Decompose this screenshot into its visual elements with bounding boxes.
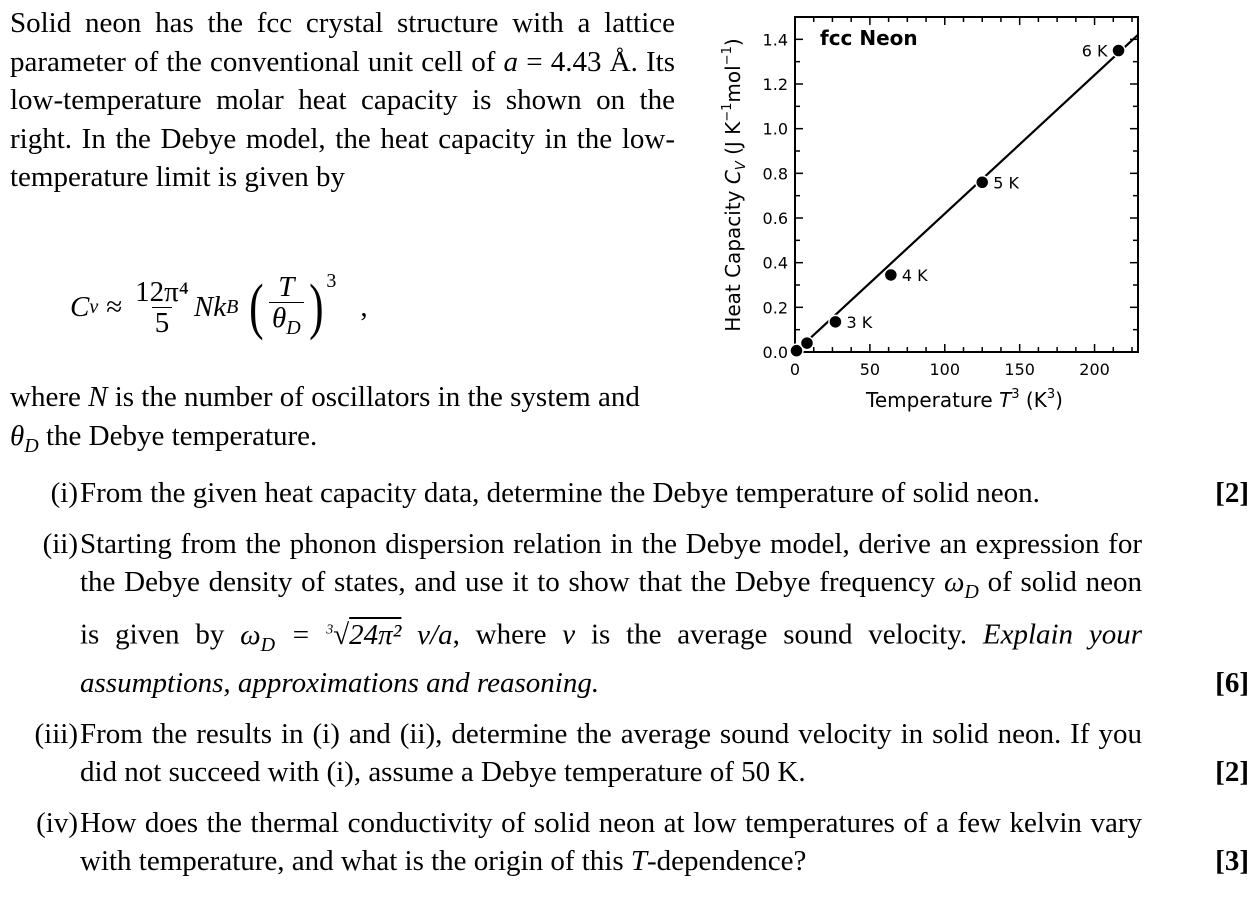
data-point: [1111, 43, 1126, 58]
symbol-T: T: [630, 845, 648, 878]
eq-coefficient: 12π⁴ 5: [132, 277, 192, 338]
where-text-1: where: [10, 381, 89, 413]
intro-text-1: Solid neon has the fcc crystal structure…: [10, 7, 675, 78]
intro-text-2: Its low-temperature molar heat capacity …: [10, 45, 675, 194]
eq-ratio-num: T: [278, 270, 295, 303]
q4-text-b: -dependence?: [647, 845, 807, 878]
plot-frame: [794, 16, 1139, 353]
eq-approx: ≈: [106, 290, 123, 323]
x-tick-label: 50: [860, 360, 880, 379]
question-label: (ii): [42, 527, 78, 560]
question-label: (iv): [36, 806, 78, 839]
y-tick-label: 0.6: [763, 209, 788, 228]
x-tick-label: 100: [930, 360, 961, 379]
question-iv: (iv) How does the thermal conductivity o…: [10, 804, 1255, 881]
q2-instruction: Explain your assumptions, approximations…: [80, 618, 1143, 700]
marks-badge: [6]: [1215, 667, 1249, 700]
eq-lhs: C: [70, 290, 90, 323]
lattice-value: = 4.43 Å.: [518, 45, 638, 78]
fit-line: [801, 34, 1139, 347]
data-point: [799, 335, 815, 351]
heat-capacity-chart: 0 50 100 150 200 0.0 0.2 0.4 0.6 0.8 1.0 1.2 1.4 3 K 4…: [720, 16, 1139, 412]
question-text: From the results in (i) and (ii), determ…: [80, 717, 1142, 789]
symbol-N: N: [88, 381, 108, 413]
marks-badge: [3]: [1215, 845, 1249, 878]
question-label: (i): [50, 477, 78, 509]
data-point: [828, 314, 843, 330]
left-paren: (: [249, 273, 264, 341]
point-label: 5 K: [993, 173, 1019, 192]
right-paren: ): [308, 273, 324, 341]
data-point: [789, 343, 804, 358]
q2-text-a: Starting from the phonon dispersion rela…: [80, 527, 1142, 599]
y-tick-label: 0.8: [763, 164, 788, 183]
symbol-theta: θ: [10, 419, 25, 452]
point-label: 4 K: [902, 266, 928, 285]
x-tick-label: 200: [1079, 360, 1110, 379]
eq-coef-den: 5: [151, 306, 173, 338]
y-tick-label: 0.0: [763, 343, 788, 362]
eq-factor-sub: B: [226, 295, 239, 318]
data-point: [883, 267, 899, 283]
where-text-2: is the number of oscillators in the syst…: [107, 381, 640, 413]
x-tick-label: 150: [1004, 360, 1035, 379]
question-text: From the given heat capacity data, deter…: [80, 477, 1040, 509]
question-list: (i) From the given heat capacity data, d…: [10, 474, 1255, 893]
question-i: (i) From the given heat capacity data, d…: [10, 474, 1255, 513]
chart-plot: 0 50 100 150 200 0.0 0.2 0.4 0.6 0.8 1.0 1.2 1.4 3 K 4…: [720, 16, 1139, 412]
symbol-v: v: [562, 618, 576, 651]
question-text: How does the thermal conductivity of sol…: [80, 804, 1142, 881]
omega: ω: [943, 566, 965, 598]
intro-paragraph: Solid neon has the fcc crystal structure…: [10, 4, 675, 197]
debye-frequency-formula: ωD = 3√24π² v/a: [240, 618, 453, 656]
point-label: 3 K: [846, 313, 872, 332]
eq-comma: ,: [360, 290, 368, 323]
marks-badge: [2]: [1215, 477, 1249, 509]
q2-text-c: , where: [452, 618, 563, 651]
theta-sub: D: [286, 316, 301, 339]
x-axis-label: Temperature T3 (K3): [865, 387, 1063, 412]
eq-power: 3: [326, 269, 337, 292]
y-tick-label: 1.4: [763, 30, 788, 49]
where-text-3: the Debye temperature.: [38, 419, 318, 452]
q2-text-d: is the average sound velocity.: [575, 618, 983, 651]
eq-ratio-den: θD: [269, 301, 304, 343]
x-tick-label: 0: [790, 360, 800, 379]
q2-text-b: of solid neon is given by: [80, 566, 1142, 651]
where-paragraph: where N is the number of oscillators in …: [10, 378, 675, 465]
lattice-symbol: a: [503, 45, 519, 78]
omega-sub: D: [964, 580, 979, 603]
chart-title: fcc Neon: [820, 26, 918, 50]
q4-text-a: How does the thermal conductivity of sol…: [80, 806, 1142, 878]
y-tick-label: 0.2: [763, 298, 788, 317]
point-label: 6 K: [1082, 42, 1108, 61]
question-label: (iii): [34, 717, 79, 750]
eq-coef-num: 12π⁴: [135, 275, 189, 308]
question-iii: (iii) From the results in (i) and (ii), …: [10, 715, 1255, 792]
data-point: [974, 175, 990, 190]
marks-badge: [2]: [1215, 756, 1249, 789]
eq-factor: Nk: [193, 290, 227, 323]
question-ii: (ii) Starting from the phonon dispersion…: [10, 525, 1255, 703]
eq-lhs-sub: v: [89, 295, 99, 318]
question-text: Starting from the phonon dispersion rela…: [80, 525, 1142, 703]
y-tick-label: 1.2: [763, 75, 788, 94]
theta: θ: [272, 301, 287, 334]
y-tick-label: 0.4: [763, 254, 788, 273]
symbol-theta-sub: D: [24, 434, 39, 457]
y-tick-label: 1.0: [763, 120, 788, 139]
y-axis-label: Heat Capacity CV (J K−1mol−1): [720, 38, 749, 331]
